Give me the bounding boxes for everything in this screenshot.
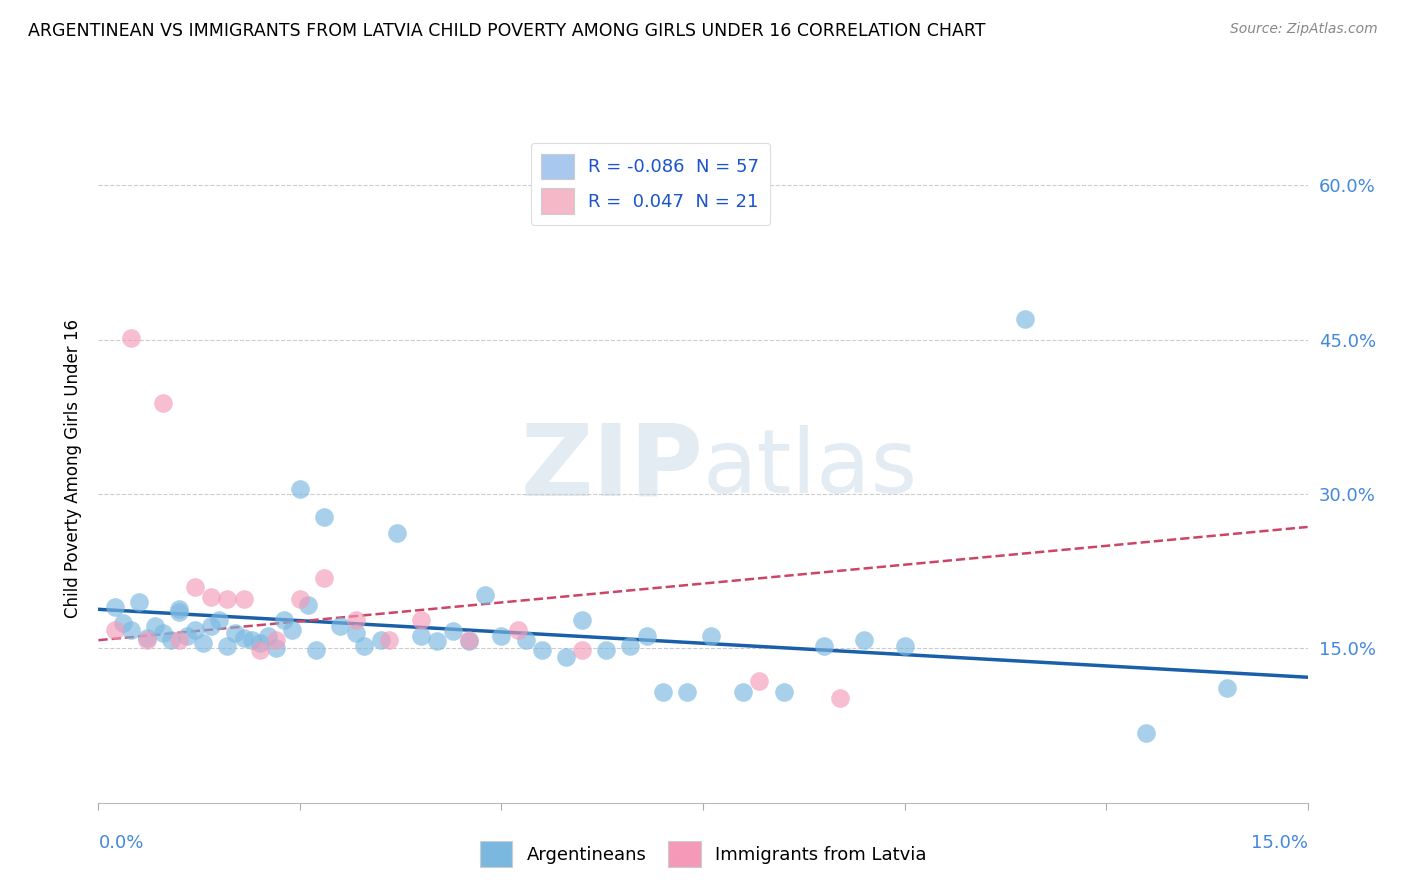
Point: [128, 595, 150, 609]
Point: [458, 633, 481, 648]
Text: 15.0%: 15.0%: [1250, 834, 1308, 852]
Text: 0.0%: 0.0%: [98, 834, 143, 852]
Point: [314, 509, 336, 524]
Point: [619, 640, 641, 654]
Point: [515, 633, 537, 648]
Point: [135, 631, 157, 645]
Point: [651, 684, 673, 698]
Point: [217, 592, 239, 607]
Point: [208, 613, 231, 627]
Point: [385, 526, 408, 541]
Point: [264, 633, 287, 648]
Point: [772, 684, 794, 698]
Point: [193, 636, 215, 650]
Point: [506, 623, 529, 637]
Point: [813, 640, 835, 654]
Point: [167, 606, 190, 620]
Point: [571, 643, 593, 657]
Point: [314, 571, 336, 585]
Point: [200, 590, 222, 604]
Point: [264, 641, 287, 656]
Point: [176, 629, 198, 643]
Point: [344, 626, 367, 640]
Point: [224, 626, 246, 640]
Point: [571, 613, 593, 627]
Point: [409, 629, 432, 643]
Point: [893, 640, 915, 654]
Point: [297, 598, 319, 612]
Point: [152, 396, 174, 410]
Y-axis label: Child Poverty Among Girls Under 16: Child Poverty Among Girls Under 16: [63, 318, 82, 618]
Point: [256, 629, 278, 643]
Point: [167, 633, 190, 648]
Point: [853, 633, 876, 648]
Point: [828, 690, 851, 705]
Point: [409, 613, 432, 627]
Text: atlas: atlas: [703, 425, 918, 512]
Point: [249, 636, 271, 650]
Point: [120, 330, 142, 344]
Point: [111, 615, 134, 630]
Point: [232, 592, 254, 607]
Point: [217, 640, 239, 654]
Point: [555, 649, 578, 664]
Point: [1014, 312, 1036, 326]
Point: [595, 643, 617, 657]
Point: [426, 634, 449, 648]
Point: [273, 613, 295, 627]
Point: [458, 634, 481, 648]
Point: [700, 629, 723, 643]
Point: [676, 684, 699, 698]
Point: [329, 619, 352, 633]
Point: [370, 633, 392, 648]
Point: [305, 643, 328, 657]
Point: [636, 629, 658, 643]
Point: [281, 623, 304, 637]
Point: [1216, 681, 1239, 695]
Point: [353, 640, 375, 654]
Text: ZIP: ZIP: [520, 420, 703, 516]
Point: [240, 633, 263, 648]
Text: ARGENTINEAN VS IMMIGRANTS FROM LATVIA CHILD POVERTY AMONG GIRLS UNDER 16 CORRELA: ARGENTINEAN VS IMMIGRANTS FROM LATVIA CH…: [28, 22, 986, 40]
Legend: R = -0.086  N = 57, R =  0.047  N = 21: R = -0.086 N = 57, R = 0.047 N = 21: [530, 143, 770, 225]
Point: [288, 482, 311, 496]
Point: [143, 619, 166, 633]
Point: [441, 624, 464, 638]
Point: [103, 600, 125, 615]
Point: [530, 643, 553, 657]
Point: [103, 623, 125, 637]
Point: [1135, 726, 1157, 740]
Point: [232, 631, 254, 645]
Point: [152, 626, 174, 640]
Text: Source: ZipAtlas.com: Source: ZipAtlas.com: [1230, 22, 1378, 37]
Point: [491, 629, 513, 643]
Point: [120, 623, 142, 637]
Legend: Argentineans, Immigrants from Latvia: Argentineans, Immigrants from Latvia: [472, 834, 934, 874]
Point: [733, 684, 755, 698]
Point: [474, 588, 496, 602]
Point: [160, 633, 183, 648]
Point: [135, 633, 157, 648]
Point: [249, 643, 271, 657]
Point: [184, 623, 207, 637]
Point: [344, 613, 367, 627]
Point: [200, 619, 222, 633]
Point: [748, 674, 770, 689]
Point: [288, 592, 311, 607]
Point: [377, 633, 399, 648]
Point: [167, 602, 190, 616]
Point: [184, 580, 207, 594]
